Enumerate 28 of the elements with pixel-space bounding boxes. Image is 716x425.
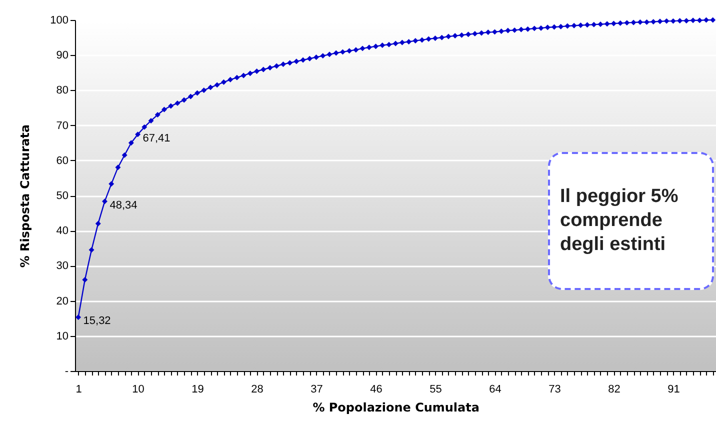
y-tick-label: 50 bbox=[56, 190, 68, 202]
y-tick-label: 10 bbox=[56, 330, 68, 342]
x-tick-label: 55 bbox=[430, 383, 442, 396]
callout-box: Il peggior 5% comprende degli estinti bbox=[548, 152, 714, 290]
x-axis-title: % Popolazione Cumulata bbox=[312, 400, 480, 414]
x-tick-label: 1 bbox=[76, 383, 82, 396]
y-tick-label: 60 bbox=[56, 154, 68, 167]
x-tick-label: 37 bbox=[310, 383, 323, 396]
data-label: 15,32 bbox=[83, 315, 111, 328]
data-label: 67,41 bbox=[142, 132, 170, 144]
x-tick-label: 10 bbox=[132, 383, 144, 396]
data-label: 48,34 bbox=[110, 199, 138, 212]
y-tick-label: 20 bbox=[56, 295, 68, 308]
y-tick-label: 90 bbox=[56, 50, 68, 62]
x-tick-label: 91 bbox=[668, 383, 680, 396]
x-tick-label: 28 bbox=[251, 383, 264, 396]
y-tick-label: 40 bbox=[56, 225, 68, 238]
x-tick-label: 64 bbox=[489, 383, 502, 396]
y-tick-label: 80 bbox=[56, 84, 68, 97]
y-tick-label: 100 bbox=[50, 14, 68, 27]
y-tick-label: 30 bbox=[56, 260, 68, 272]
y-axis-title: % Risposta Catturata bbox=[18, 124, 32, 268]
y-tick-label: - bbox=[64, 365, 69, 378]
y-tick-label: 70 bbox=[56, 120, 68, 132]
x-tick-label: 82 bbox=[608, 383, 620, 396]
x-tick-label: 46 bbox=[370, 383, 382, 396]
x-tick-label: 19 bbox=[192, 383, 204, 396]
x-tick-label: 73 bbox=[548, 383, 561, 396]
